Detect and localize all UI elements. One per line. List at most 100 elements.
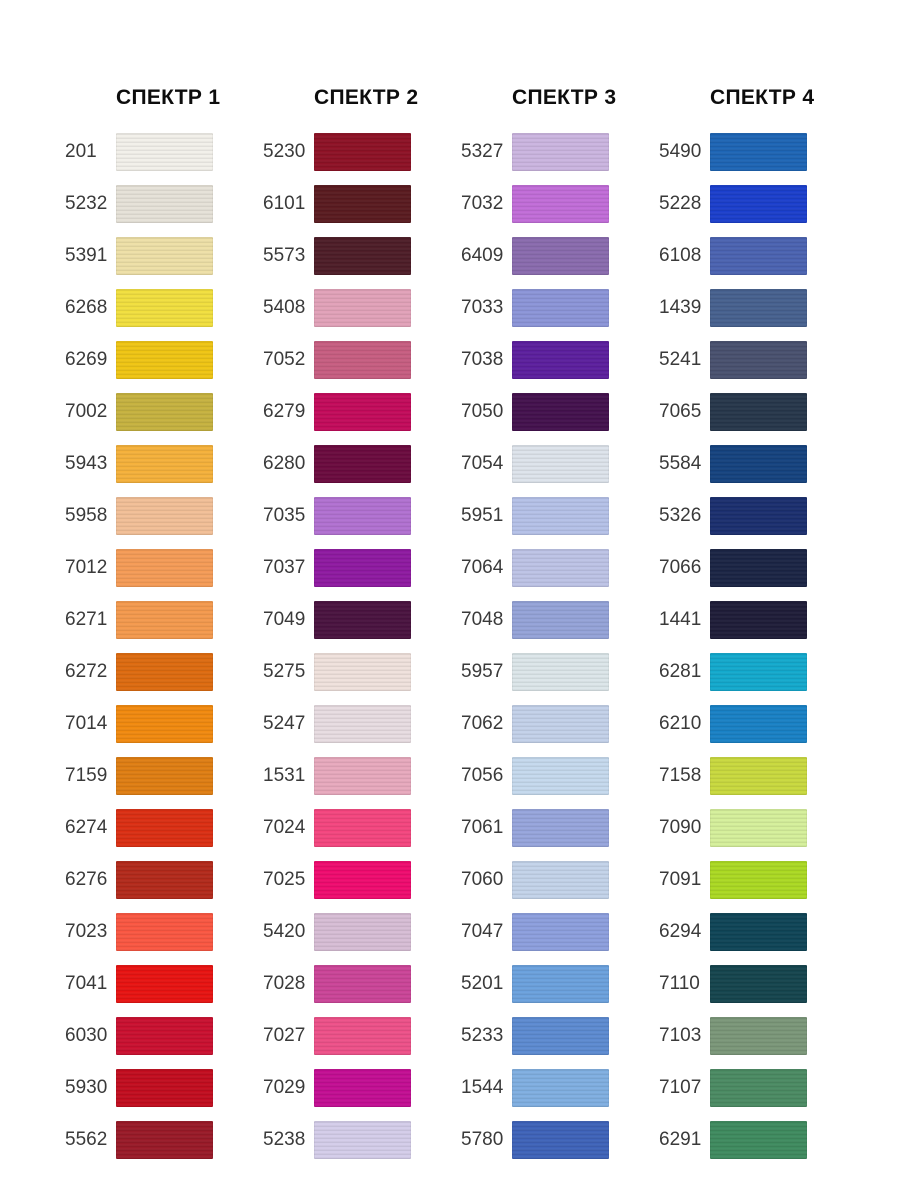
- thread-code-label: 7029: [263, 1077, 306, 1098]
- color-swatch: [314, 445, 411, 483]
- swatch-row: 5326: [659, 497, 807, 535]
- color-swatch: [116, 757, 213, 795]
- color-swatch: [116, 601, 213, 639]
- thread-code-label: 7002: [65, 401, 108, 422]
- swatch-row: 5780: [461, 1121, 609, 1159]
- color-swatch: [512, 1017, 609, 1055]
- color-swatch: [710, 393, 807, 431]
- swatch-row: 7048: [461, 601, 609, 639]
- swatch-row: 6030: [65, 1017, 213, 1055]
- thread-code-label: 6280: [263, 453, 306, 474]
- thread-code-label: 5573: [263, 245, 306, 266]
- thread-code-label: 5228: [659, 193, 702, 214]
- swatch-row: 5238: [263, 1121, 411, 1159]
- color-swatch: [710, 809, 807, 847]
- color-swatch: [116, 393, 213, 431]
- thread-code-label: 7047: [461, 921, 504, 942]
- thread-code-label: 5275: [263, 661, 306, 682]
- thread-code-label: 6210: [659, 713, 702, 734]
- swatch-row: 7002: [65, 393, 213, 431]
- thread-code-label: 6409: [461, 245, 504, 266]
- thread-code-label: 7066: [659, 557, 702, 578]
- color-swatch: [314, 965, 411, 1003]
- thread-code-label: 5201: [461, 973, 504, 994]
- color-swatch: [314, 185, 411, 223]
- thread-code-label: 7035: [263, 505, 306, 526]
- thread-code-label: 6269: [65, 349, 108, 370]
- color-swatch: [512, 757, 609, 795]
- swatch-row: 5247: [263, 705, 411, 743]
- thread-code-label: 7056: [461, 765, 504, 786]
- thread-code-label: 7023: [65, 921, 108, 942]
- thread-code-label: 5562: [65, 1129, 108, 1150]
- color-swatch: [314, 1017, 411, 1055]
- swatch-row: 5930: [65, 1069, 213, 1107]
- color-swatch: [314, 861, 411, 899]
- color-swatch: [314, 601, 411, 639]
- thread-code-label: 5408: [263, 297, 306, 318]
- color-swatch: [314, 497, 411, 535]
- color-swatch: [710, 653, 807, 691]
- color-swatch: [710, 601, 807, 639]
- color-swatch: [314, 393, 411, 431]
- swatch-row: 7107: [659, 1069, 807, 1107]
- swatch-row: 6101: [263, 185, 411, 223]
- color-swatch: [512, 341, 609, 379]
- swatch-list: 5327 7032 6409 7033 7038 7050 7054 5951 …: [461, 133, 609, 1159]
- thread-code-label: 5238: [263, 1129, 306, 1150]
- thread-code-label: 7027: [263, 1025, 306, 1046]
- swatch-row: 7047: [461, 913, 609, 951]
- thread-code-label: 7158: [659, 765, 702, 786]
- thread-code-label: 5232: [65, 193, 108, 214]
- color-swatch: [116, 185, 213, 223]
- thread-code-label: 7048: [461, 609, 504, 630]
- thread-code-label: 7062: [461, 713, 504, 734]
- thread-code-label: 7090: [659, 817, 702, 838]
- swatch-row: 5230: [263, 133, 411, 171]
- swatch-row: 7029: [263, 1069, 411, 1107]
- thread-code-label: 6108: [659, 245, 702, 266]
- color-swatch: [512, 965, 609, 1003]
- thread-code-label: 7052: [263, 349, 306, 370]
- thread-code-label: 201: [65, 141, 97, 162]
- color-swatch: [116, 965, 213, 1003]
- spectrum-column: СПЕКТР 2 5230 6101 5573 5408 7052 6279 6…: [263, 86, 418, 1173]
- thread-code-label: 1544: [461, 1077, 504, 1098]
- color-swatch: [512, 705, 609, 743]
- swatch-row: 1439: [659, 289, 807, 327]
- color-swatch: [116, 289, 213, 327]
- color-swatch: [512, 809, 609, 847]
- thread-code-label: 6272: [65, 661, 108, 682]
- color-swatch: [710, 497, 807, 535]
- thread-code-label: 6268: [65, 297, 108, 318]
- thread-code-label: 6276: [65, 869, 108, 890]
- color-swatch: [116, 445, 213, 483]
- swatch-row: 5408: [263, 289, 411, 327]
- thread-code-label: 7025: [263, 869, 306, 890]
- color-swatch: [710, 913, 807, 951]
- color-swatch: [116, 549, 213, 587]
- swatch-row: 6294: [659, 913, 807, 951]
- thread-code-label: 5958: [65, 505, 108, 526]
- thread-code-label: 5241: [659, 349, 702, 370]
- swatch-row: 6409: [461, 237, 609, 275]
- thread-code-label: 5780: [461, 1129, 504, 1150]
- swatch-row: 7037: [263, 549, 411, 587]
- swatch-row: 7054: [461, 445, 609, 483]
- swatch-row: 5420: [263, 913, 411, 951]
- swatch-row: 7041: [65, 965, 213, 1003]
- thread-code-label: 7060: [461, 869, 504, 890]
- color-swatch: [314, 341, 411, 379]
- thread-code-label: 7107: [659, 1077, 702, 1098]
- color-swatch: [710, 133, 807, 171]
- thread-code-label: 7050: [461, 401, 504, 422]
- swatch-row: 5275: [263, 653, 411, 691]
- color-swatch: [512, 601, 609, 639]
- color-swatch: [710, 1121, 807, 1159]
- swatch-row: 7014: [65, 705, 213, 743]
- thread-code-label: 5584: [659, 453, 702, 474]
- thread-code-label: 7024: [263, 817, 306, 838]
- swatch-row: 6269: [65, 341, 213, 379]
- color-swatch: [314, 549, 411, 587]
- swatch-row: 7012: [65, 549, 213, 587]
